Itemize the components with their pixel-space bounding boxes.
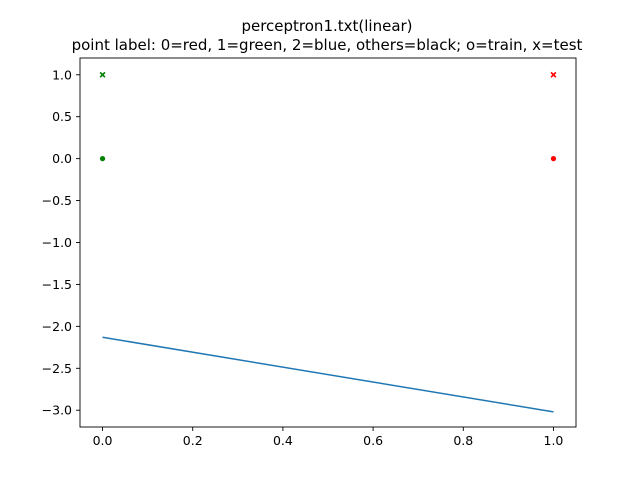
x-tick-label: 0.2 [183,433,203,448]
chart-subtitle: point label: 0=red, 1=green, 2=blue, oth… [72,36,583,54]
y-tick-label: −3.0 [42,403,72,418]
train-point-1 [550,156,557,162]
y-tick-label: 0.0 [52,151,72,166]
x-tick-label: 0.0 [93,433,113,448]
decision-boundary-line [102,336,554,413]
x-tick-label: 0.8 [453,433,473,448]
x-tick-label: 0.4 [273,433,293,448]
y-tick-label: −2.0 [42,319,72,334]
y-tick-label: −1.0 [42,235,72,250]
x-tick-label: 1.0 [544,433,564,448]
test-point-3 [550,71,557,78]
y-tick-label: −2.5 [42,361,72,376]
y-tick-label: 0.5 [52,109,72,124]
y-tick-label: 1.0 [52,67,72,82]
chart-title: perceptron1.txt(linear) [241,17,412,35]
x-tick-label: 0.6 [363,433,383,448]
y-tick-label: −0.5 [42,193,72,208]
y-tick-label: −1.5 [42,277,72,292]
plot-area: 0.0 0.2 0.4 0.6 0.8 1.0 1.0 0.5 0.0 −0.5 −1.0 −1.5 −… [42,57,577,448]
train-point-0 [99,156,106,162]
test-point-2 [99,71,106,78]
